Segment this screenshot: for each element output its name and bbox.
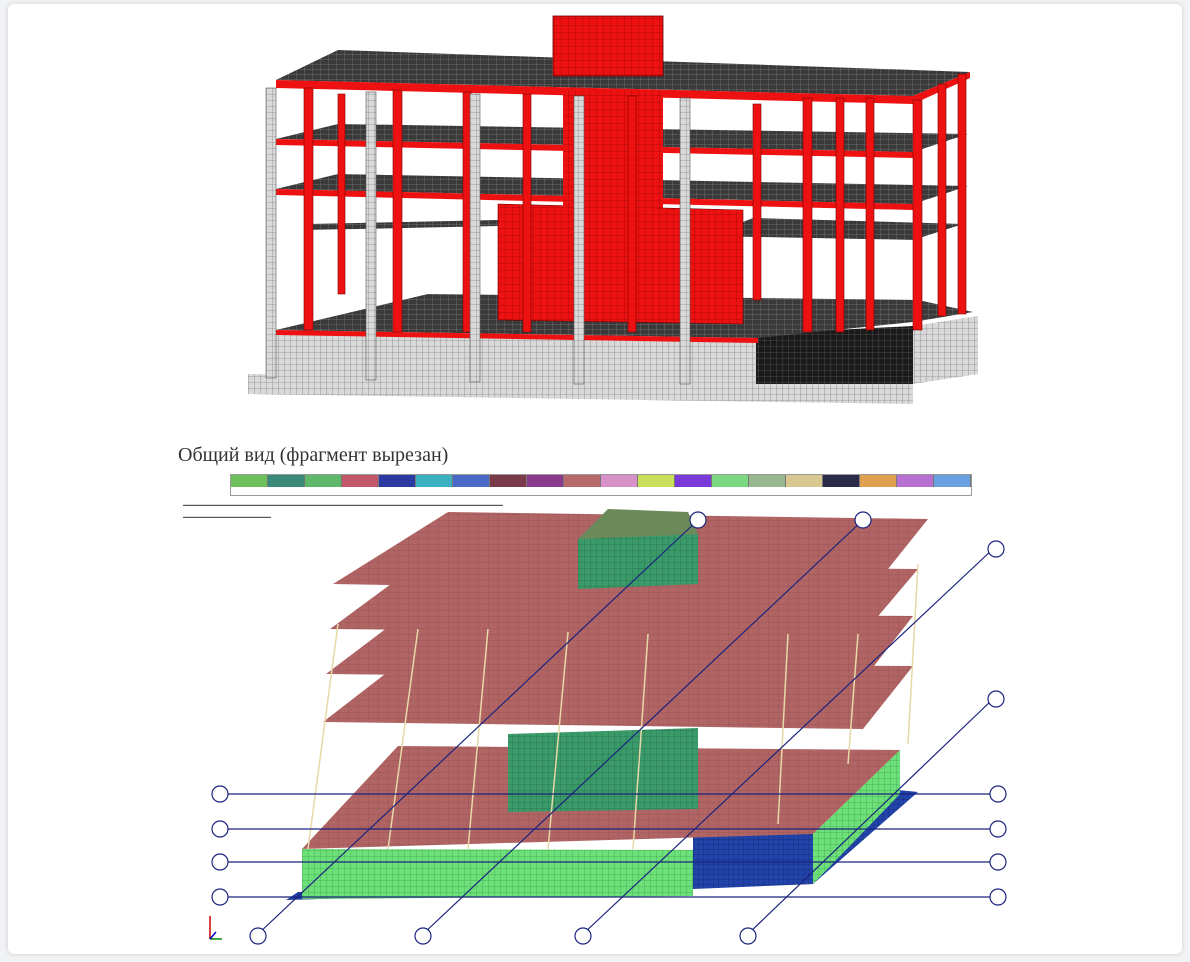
figure-card: Общий вид (фрагмент вырезан) ▬▬▬▬▬▬▬▬▬▬▬… xyxy=(8,4,1182,954)
stair-core-upper xyxy=(552,15,664,77)
foundation-wall xyxy=(266,334,756,386)
legend-swatch xyxy=(453,475,490,487)
legend-swatch xyxy=(638,475,675,487)
legend-swatch xyxy=(934,475,971,487)
legend-note-line-2: ▬▬▬▬▬▬▬▬▬▬▬▬▬▬▬▬▬▬▬▬▬▬ xyxy=(183,514,271,519)
slab-level-4 xyxy=(323,664,913,729)
legend-swatch xyxy=(231,475,268,487)
legend-swatch xyxy=(527,475,564,487)
slab-level-3 xyxy=(326,612,913,680)
legend-note-line-1: ▬▬▬▬▬▬▬▬▬▬▬▬▬▬▬▬▬▬▬▬▬▬▬▬▬▬▬▬▬▬▬▬▬▬▬▬▬▬▬▬… xyxy=(183,502,503,507)
legend-swatch xyxy=(823,475,860,487)
legend-swatch xyxy=(675,475,712,487)
core-upper xyxy=(578,534,698,589)
legend-swatch xyxy=(712,475,749,487)
legend-swatch xyxy=(786,475,823,487)
grid-axis-markers xyxy=(211,511,1007,945)
legend-swatch xyxy=(749,475,786,487)
foundation-blue-strip xyxy=(286,790,918,900)
foundation-dark-block xyxy=(756,326,913,384)
red-columns xyxy=(303,73,967,333)
color-legend xyxy=(230,474,972,496)
slab-level-2 xyxy=(330,564,918,634)
grey-columns xyxy=(265,87,691,385)
legend-swatch xyxy=(379,475,416,487)
legend-swatch xyxy=(416,475,453,487)
ground-slab-rose xyxy=(302,746,900,849)
foundation-green-wall xyxy=(302,849,693,899)
slab-roof xyxy=(333,512,928,594)
foundation-blue-wall xyxy=(693,834,813,889)
legend-swatch xyxy=(268,475,305,487)
pale-columns xyxy=(307,563,919,850)
stair-core xyxy=(497,203,744,325)
legend-swatch xyxy=(490,475,527,487)
legend-swatch xyxy=(897,475,934,487)
legend-swatch xyxy=(601,475,638,487)
legend-swatch xyxy=(305,475,342,487)
grid-axes xyxy=(220,519,998,935)
building-frame-model xyxy=(248,15,978,404)
core-lower xyxy=(508,728,698,812)
legend-swatch xyxy=(342,475,379,487)
xyz-axes-icon xyxy=(209,916,222,940)
legend-swatch xyxy=(860,475,897,487)
figure-caption: Общий вид (фрагмент вырезан) xyxy=(178,444,449,466)
legend-swatch xyxy=(564,475,601,487)
